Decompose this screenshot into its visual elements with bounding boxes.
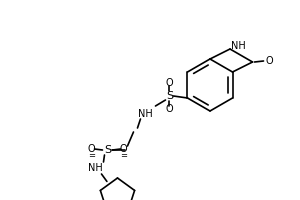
Text: O: O xyxy=(166,78,173,88)
Text: O: O xyxy=(88,144,95,154)
Text: NH: NH xyxy=(231,41,245,51)
Text: S: S xyxy=(104,145,111,155)
Text: NH: NH xyxy=(138,109,153,119)
Text: S: S xyxy=(166,91,173,101)
Text: O: O xyxy=(166,104,173,114)
Text: O: O xyxy=(120,144,127,154)
Text: NH: NH xyxy=(88,163,103,173)
Text: =: = xyxy=(88,152,95,160)
Text: O: O xyxy=(266,56,273,66)
Text: =: = xyxy=(120,152,127,160)
